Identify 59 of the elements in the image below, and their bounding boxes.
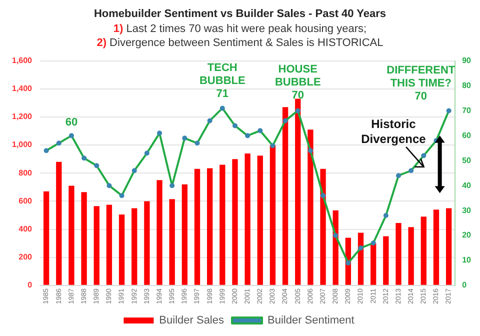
annotation: DIFFFERENT THIS TIME? 70 bbox=[386, 64, 456, 103]
bar bbox=[446, 208, 452, 285]
bar bbox=[132, 208, 138, 285]
bar bbox=[370, 243, 376, 285]
y2-tick-label: 10 bbox=[462, 256, 472, 265]
bar bbox=[308, 130, 314, 285]
y-tick-label: 1,000 bbox=[12, 140, 33, 150]
bar bbox=[257, 156, 263, 285]
y2-tick-label: 70 bbox=[462, 106, 472, 115]
y-tick-label: 0 bbox=[28, 280, 33, 290]
bar bbox=[383, 236, 389, 285]
bar bbox=[144, 201, 150, 285]
y-tick-label: 1,600 bbox=[12, 56, 33, 66]
y-tick-label: 600 bbox=[18, 196, 33, 206]
bar bbox=[169, 199, 175, 285]
y-tick-label: 800 bbox=[18, 168, 33, 178]
y2-tick-label: 50 bbox=[462, 156, 472, 165]
bar bbox=[106, 204, 112, 285]
bar bbox=[408, 227, 414, 285]
bar bbox=[43, 191, 50, 285]
bar bbox=[118, 214, 125, 285]
y-tick-label: 400 bbox=[18, 224, 33, 234]
bar bbox=[56, 162, 62, 285]
bar bbox=[320, 168, 326, 285]
y2-tick-label: 90 bbox=[462, 56, 472, 66]
y2-tick-label: 60 bbox=[462, 130, 472, 140]
bar bbox=[295, 98, 301, 285]
y-tick-label: 1,400 bbox=[12, 84, 33, 94]
bar bbox=[270, 145, 276, 285]
bar bbox=[68, 186, 74, 285]
bar bbox=[282, 107, 288, 285]
y2-tick-label: 20 bbox=[462, 230, 472, 240]
y2-tick-label: 0 bbox=[462, 280, 468, 290]
bar bbox=[156, 180, 162, 285]
annotation: TECH BUBBLE 71 bbox=[199, 62, 246, 100]
bar bbox=[182, 184, 188, 285]
bar bbox=[433, 210, 440, 285]
y2-tick-label: 80 bbox=[462, 80, 472, 90]
annotation: HOUSE BUBBLE 70 bbox=[274, 63, 321, 102]
chart-title: Homebuilder Sentiment vs Builder Sales - Past 40 Years bbox=[92, 8, 388, 20]
bar bbox=[81, 192, 87, 285]
y-tick-label: 1,200 bbox=[12, 112, 33, 122]
text: 1) Last 2 times 70 was hit were peak housing years; 2) Divergence between Sentiment & Sales is HISTORICAL bbox=[96, 23, 384, 49]
annotation: 60 bbox=[65, 116, 78, 129]
bar bbox=[244, 153, 250, 285]
bar bbox=[232, 159, 238, 285]
legend-label: Builder Sentiment bbox=[267, 314, 354, 327]
y2-tick-label: 40 bbox=[462, 180, 472, 190]
bar bbox=[420, 216, 426, 285]
bar bbox=[220, 164, 226, 285]
bar bbox=[94, 206, 100, 285]
y-tick-label: 200 bbox=[18, 252, 33, 262]
y2-tick-label: 30 bbox=[462, 206, 472, 215]
legend-label: Builder Sales bbox=[159, 314, 224, 327]
annotation: Historic Divergence bbox=[361, 116, 426, 146]
bar bbox=[206, 168, 213, 285]
bar bbox=[396, 222, 402, 285]
bar bbox=[194, 168, 200, 285]
bar bbox=[358, 232, 364, 285]
